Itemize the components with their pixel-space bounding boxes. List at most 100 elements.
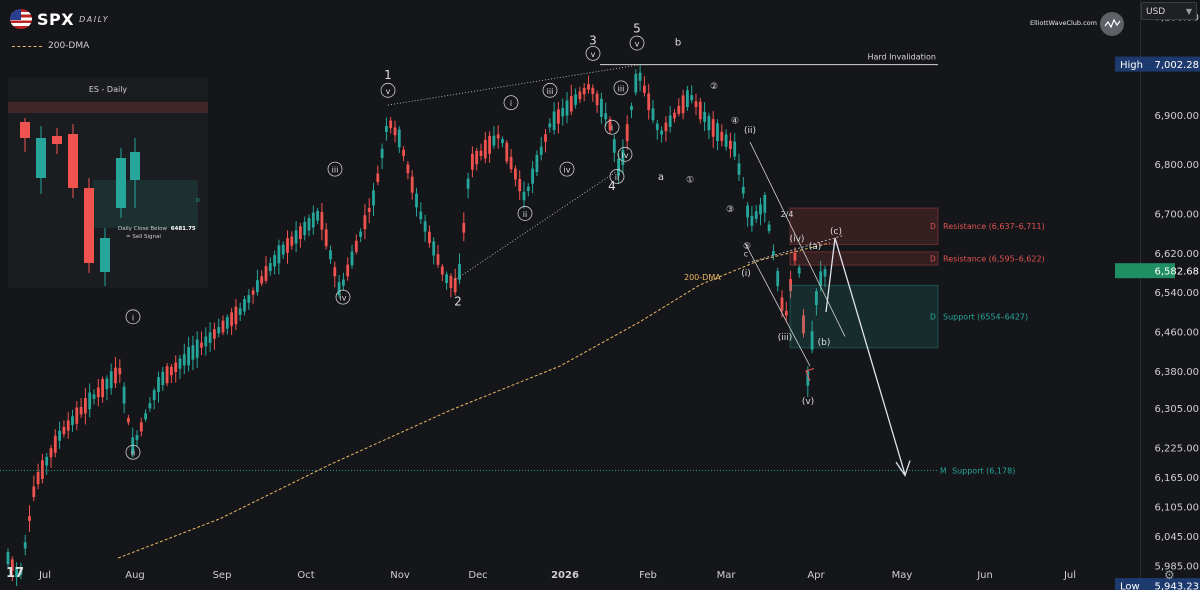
candle	[733, 141, 737, 157]
candle	[668, 115, 672, 128]
wave-label: (iii)	[778, 333, 793, 343]
legend-200dma[interactable]: 200-DMA	[12, 41, 89, 51]
resistance-zone-1-tag: D	[930, 222, 936, 231]
candle	[509, 156, 513, 170]
candle	[802, 315, 805, 334]
inset-support-zone	[93, 180, 198, 228]
candle	[823, 269, 827, 277]
price-axis[interactable]: 7,100.006,900.006,800.006,700.006,620.00…	[1115, 0, 1200, 590]
us-flag-icon	[10, 9, 32, 29]
x-tick-label: Apr	[807, 570, 825, 581]
wedge-lower	[454, 168, 621, 281]
candle	[819, 271, 823, 286]
candle	[625, 124, 629, 142]
candle	[617, 158, 620, 176]
y-tick-label: 6,380.00	[1154, 367, 1199, 378]
candle	[367, 208, 371, 213]
candle	[737, 163, 741, 175]
candle	[406, 164, 410, 174]
candle	[165, 366, 169, 384]
abc-line	[747, 235, 844, 264]
gear-icon[interactable]: ⚙	[1164, 568, 1175, 582]
wave-label-circle	[503, 95, 519, 111]
symbol-header[interactable]: SPX DAILY	[10, 8, 109, 30]
resistance-zone-1	[789, 207, 939, 245]
wave-label: ⑤	[743, 242, 751, 252]
candle	[342, 279, 345, 286]
wave-label: ④	[731, 116, 739, 126]
resistance-zone-1-label: Resistance (6,637–6,711)	[943, 222, 1045, 231]
candle	[346, 264, 350, 277]
wave-label-circle	[617, 146, 633, 162]
high-tag-bg	[1115, 56, 1200, 72]
candle	[243, 299, 246, 312]
candle	[458, 264, 461, 280]
candle	[122, 386, 126, 404]
candle	[797, 267, 801, 274]
major-support-label: Support (6,178)	[952, 466, 1015, 475]
candle	[225, 317, 229, 329]
candle	[152, 390, 156, 401]
y-tick-label: 5,985.00	[1154, 561, 1199, 572]
wave-label: iii	[618, 84, 625, 93]
candle	[200, 342, 203, 348]
wave-label-circle	[517, 206, 533, 221]
wave-label: v	[635, 40, 640, 49]
candle	[58, 430, 61, 441]
wave-label-circle	[559, 161, 575, 177]
x-tick-label: Nov	[390, 570, 410, 581]
candle	[49, 448, 53, 458]
candle	[118, 368, 122, 375]
candle	[763, 194, 767, 213]
candle	[410, 176, 414, 193]
candle	[53, 435, 57, 453]
channel-lower	[744, 242, 811, 367]
candle	[634, 74, 638, 93]
inset-close-value: 6481.75	[171, 226, 196, 232]
candle	[591, 87, 595, 95]
wave-label: iii	[332, 166, 339, 175]
candle	[268, 263, 272, 272]
candle	[595, 93, 599, 106]
candle	[793, 252, 797, 261]
candle	[681, 95, 685, 114]
candle	[329, 250, 332, 260]
x-tick-label: Dec	[468, 570, 487, 581]
x-tick-label: Mar	[717, 570, 737, 581]
candle	[720, 131, 724, 141]
wave-label: v	[386, 87, 391, 96]
candle	[10, 559, 14, 571]
candle	[673, 112, 676, 119]
candle	[544, 134, 547, 142]
candle	[419, 211, 423, 220]
low-tag-bg	[1115, 578, 1200, 590]
candle	[462, 222, 466, 233]
y-tick-label: 6,620.00	[1154, 249, 1199, 260]
candle	[397, 129, 401, 148]
x-tick-label: Jul	[38, 570, 51, 581]
wave-label-circle	[604, 119, 620, 135]
x-axis: Jul Aug Sep Oct Nov Dec 2026 Feb Mar Apr May Jun Jul	[38, 570, 1076, 581]
candle	[402, 149, 405, 156]
candle	[208, 332, 212, 343]
wave-label: b	[675, 38, 681, 49]
projection-arrowhead	[895, 460, 911, 477]
es-daily-inset: ES - Daily D Daily Close Below 6481.75 =…	[8, 78, 208, 288]
currency-select[interactable]: USD ▼	[1141, 2, 1197, 20]
candle	[105, 378, 109, 390]
candle	[36, 472, 40, 485]
ma-200-line	[117, 242, 831, 559]
candle	[505, 142, 509, 162]
candle	[432, 241, 436, 256]
candle	[135, 435, 139, 440]
candle	[389, 120, 393, 129]
candle	[557, 109, 560, 124]
wave-label: (v)	[802, 397, 814, 407]
candle	[759, 204, 762, 215]
candle	[445, 274, 448, 283]
wave-label: iv	[622, 151, 629, 160]
inset-tag: D	[196, 198, 200, 204]
wave-label: 4	[608, 179, 616, 193]
tradingview-logo-icon[interactable]: 17	[6, 566, 25, 581]
